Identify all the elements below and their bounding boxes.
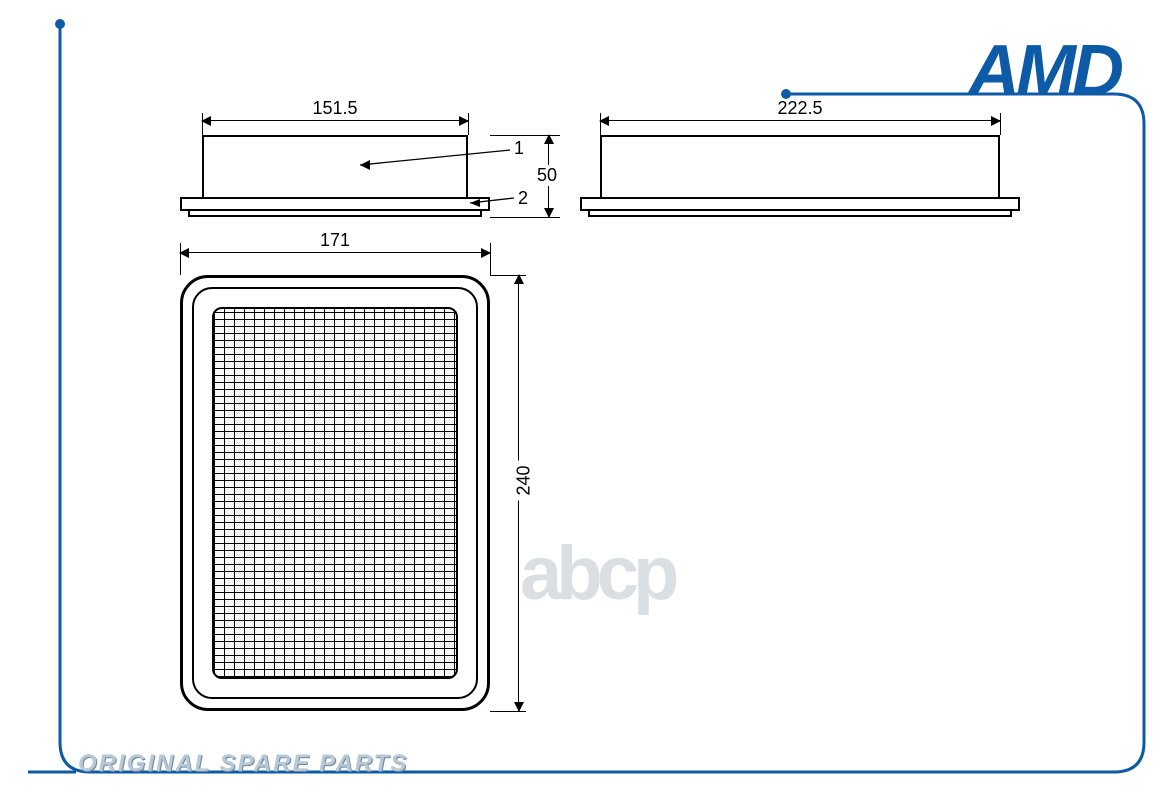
top-view — [180, 275, 490, 711]
tv-filter-mesh — [212, 307, 458, 679]
drawing-stage: AMD ORIGINAL SPARE PARTS 151.5 222.5 50 … — [0, 0, 1174, 800]
dim-tv-height-label: 240 — [514, 461, 535, 501]
callout-2: 2 — [518, 188, 528, 209]
callout-leaders — [0, 0, 1174, 800]
dim-tv-width-label: 171 — [315, 230, 355, 251]
dim-tv-width — [180, 252, 490, 253]
callout-1: 1 — [514, 138, 524, 159]
